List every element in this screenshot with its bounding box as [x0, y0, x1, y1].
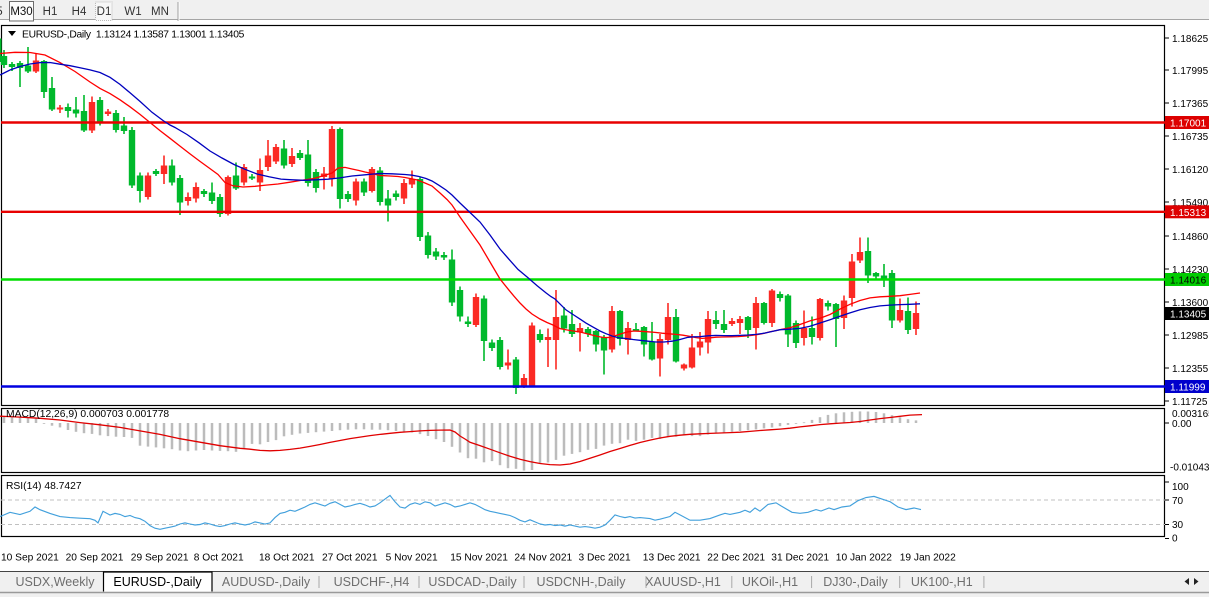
svg-text:MACD(12,26,9) 0.000703 0.00177: MACD(12,26,9) 0.000703 0.001778 [6, 409, 169, 420]
svg-text:1.14860: 1.14860 [1172, 232, 1209, 243]
svg-text:1.11999: 1.11999 [1170, 383, 1206, 394]
svg-text:5: 5 [0, 4, 3, 18]
svg-text:D1: D1 [97, 6, 112, 18]
svg-text:1.12985: 1.12985 [1172, 331, 1209, 342]
svg-text:10 Sep 2021: 10 Sep 2021 [1, 553, 59, 564]
svg-text:EURUSD-,Daily: EURUSD-,Daily [113, 575, 202, 589]
svg-text:1.13600: 1.13600 [1172, 298, 1209, 309]
svg-text:1.16735: 1.16735 [1172, 132, 1209, 143]
svg-text:1.18625: 1.18625 [1172, 34, 1209, 45]
svg-text:24 Nov 2021: 24 Nov 2021 [514, 553, 572, 564]
svg-text:MN: MN [151, 6, 169, 18]
svg-text:W1: W1 [124, 6, 141, 18]
svg-text:15 Nov 2021: 15 Nov 2021 [450, 553, 508, 564]
svg-text:1.15313: 1.15313 [1170, 208, 1207, 219]
svg-text:1.11725: 1.11725 [1172, 397, 1208, 408]
svg-text:M30: M30 [10, 6, 32, 18]
svg-text:20 Sep 2021: 20 Sep 2021 [66, 553, 124, 564]
svg-text:1.14016: 1.14016 [1170, 276, 1207, 287]
svg-text:1.17995: 1.17995 [1172, 66, 1209, 77]
svg-text:5 Nov 2021: 5 Nov 2021 [386, 553, 438, 564]
svg-text:USDCHF-,H4: USDCHF-,H4 [334, 575, 410, 589]
svg-text:19 Jan 2022: 19 Jan 2022 [900, 553, 956, 564]
svg-text:H4: H4 [72, 6, 87, 18]
svg-text:H1: H1 [43, 6, 58, 18]
svg-text:XAUUSD-,H1: XAUUSD-,H1 [645, 575, 721, 589]
svg-text:1.17001: 1.17001 [1170, 119, 1207, 130]
svg-text:DJ30-,Daily: DJ30-,Daily [823, 575, 888, 589]
svg-text:13 Dec 2021: 13 Dec 2021 [643, 553, 701, 564]
svg-text:8 Oct 2021: 8 Oct 2021 [194, 553, 244, 564]
svg-text:31 Dec 2021: 31 Dec 2021 [771, 553, 829, 564]
svg-text:1.12355: 1.12355 [1172, 364, 1209, 375]
svg-text:UK100-,H1: UK100-,H1 [911, 575, 973, 589]
svg-text:1.16120: 1.16120 [1172, 165, 1209, 176]
svg-text:0: 0 [1172, 534, 1178, 545]
svg-text:1.17365: 1.17365 [1172, 99, 1209, 110]
svg-text:18 Oct 2021: 18 Oct 2021 [259, 553, 315, 564]
svg-text:1.13405: 1.13405 [1170, 310, 1207, 321]
svg-text:1.14230: 1.14230 [1172, 265, 1209, 276]
svg-text:10 Jan 2022: 10 Jan 2022 [836, 553, 892, 564]
svg-text:USDCAD-,Daily: USDCAD-,Daily [428, 575, 517, 589]
svg-text:3 Dec 2021: 3 Dec 2021 [579, 553, 631, 564]
svg-text:EURUSD-,Daily 1.13124 1.13587: EURUSD-,Daily 1.13124 1.13587 1.13001 1.… [22, 30, 245, 41]
svg-text:UKOil-,H1: UKOil-,H1 [742, 575, 798, 589]
svg-text:30: 30 [1172, 520, 1184, 531]
svg-text:AUDUSD-,Daily: AUDUSD-,Daily [222, 575, 311, 589]
svg-text:1.15490: 1.15490 [1172, 198, 1209, 209]
svg-text:22 Dec 2021: 22 Dec 2021 [707, 553, 765, 564]
svg-text:0.00: 0.00 [1172, 419, 1192, 430]
svg-text:RSI(14) 48.7427: RSI(14) 48.7427 [6, 481, 82, 492]
svg-text:USDX,Weekly: USDX,Weekly [16, 575, 96, 589]
svg-text:29 Sep 2021: 29 Sep 2021 [131, 553, 189, 564]
svg-text:27 Oct 2021: 27 Oct 2021 [322, 553, 378, 564]
svg-text:-0.010431: -0.010431 [1170, 463, 1209, 474]
svg-text:100: 100 [1172, 482, 1189, 493]
svg-text:70: 70 [1172, 496, 1184, 507]
svg-text:USDCNH-,Daily: USDCNH-,Daily [537, 575, 627, 589]
svg-text:0.003165: 0.003165 [1172, 409, 1209, 420]
